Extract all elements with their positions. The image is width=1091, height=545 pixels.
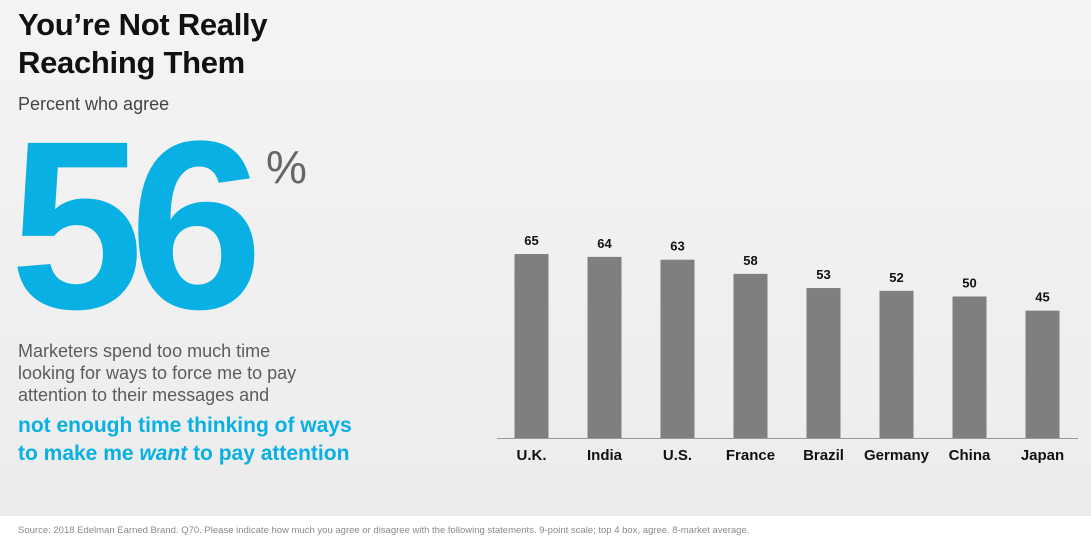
bar-germany	[879, 290, 914, 438]
bar-value-label: 65	[524, 233, 538, 248]
bar-value-label: 63	[670, 239, 684, 254]
page-title: You’re Not Really Reaching Them	[18, 6, 268, 82]
bar-india	[587, 256, 622, 438]
bar-value-label: 52	[889, 270, 903, 285]
category-label: Brazil	[803, 447, 844, 464]
title-line-2: Reaching Them	[18, 45, 245, 80]
category-label: Japan	[1021, 447, 1064, 464]
bar-china	[952, 296, 987, 438]
bar-chart: 65 U.K. 64 India 63 U.S. 58 France 53 Brazil 52 Ger…	[497, 233, 1078, 464]
bar-us	[660, 259, 695, 438]
bar-value-label: 64	[597, 236, 612, 251]
bar-value-label: 53	[816, 267, 830, 282]
highlight-post: to pay attention	[187, 442, 350, 465]
category-label: Germany	[864, 447, 930, 464]
bar-france	[733, 273, 768, 438]
category-label: U.S.	[663, 447, 692, 464]
statement-highlight: not enough time thinking of ways to make…	[18, 412, 458, 468]
bar-japan	[1025, 310, 1060, 438]
statement-text: Marketers spend too much time looking fo…	[18, 340, 438, 406]
statement-line-2: looking for ways to force me to pay	[18, 363, 297, 383]
highlight-line-2: to make me want to pay attention	[18, 440, 458, 468]
bar-uk	[514, 254, 549, 438]
headline-stat-value: 56	[10, 91, 263, 359]
bar-value-label: 45	[1035, 290, 1049, 305]
headline-stat-unit: %	[266, 141, 307, 193]
statement-line-3: attention to their messages and	[18, 385, 270, 405]
highlight-pre: to make me	[18, 442, 140, 465]
bar-value-label: 58	[743, 253, 757, 268]
category-label: U.K.	[517, 447, 547, 464]
statement-line-1: Marketers spend too much time	[18, 341, 271, 361]
category-label: India	[587, 447, 623, 464]
title-line-1: You’re Not Really	[18, 7, 268, 42]
bar-brazil	[806, 288, 841, 438]
highlight-line-1: not enough time thinking of ways	[18, 414, 352, 437]
category-label: China	[949, 447, 991, 464]
bar-value-label: 50	[962, 276, 976, 291]
source-note: Source: 2018 Edelman Earned Brand. Q70. …	[18, 525, 750, 536]
page-subtitle: Percent who agree	[18, 94, 170, 114]
highlight-emphasis: want	[139, 442, 188, 465]
category-label: France	[726, 447, 775, 464]
